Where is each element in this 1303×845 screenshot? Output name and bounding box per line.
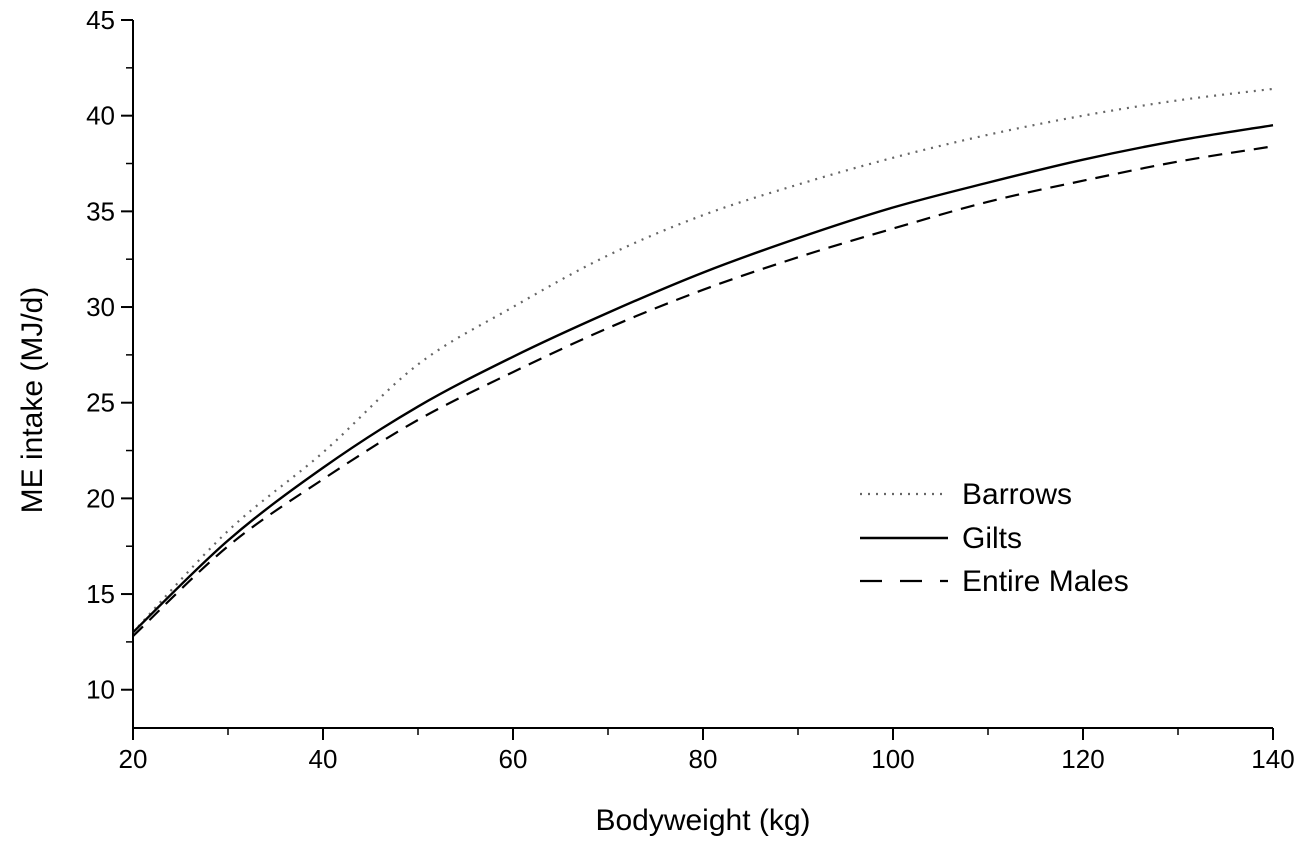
y-tick-label: 20 <box>86 483 115 513</box>
axes: 20 40 60 80 100 120 140 10 15 20 25 30 35 40 45 <box>86 5 1295 774</box>
x-tick-label: 80 <box>689 744 718 774</box>
series-line-entire-males <box>132 145 1274 637</box>
y-tick-label: 45 <box>86 5 115 35</box>
x-tick-label: 120 <box>1061 744 1104 774</box>
y-tick-label: 15 <box>86 579 115 609</box>
y-tick-label: 35 <box>86 196 115 226</box>
series-lines <box>132 87 1274 637</box>
y-tick-label: 25 <box>86 388 115 418</box>
y-tick-label: 10 <box>86 675 115 705</box>
legend: Barrows Gilts Entire Males <box>860 478 1129 598</box>
legend-label-barrows: Barrows <box>962 478 1072 511</box>
x-tick-label: 140 <box>1251 744 1294 774</box>
x-tick-label: 20 <box>119 744 148 774</box>
x-tick-label: 60 <box>499 744 528 774</box>
series-line-barrows <box>132 87 1274 634</box>
legend-label-gilts: Gilts <box>962 522 1022 555</box>
y-tick-label: 30 <box>86 292 115 322</box>
series-line-gilts <box>132 124 1274 634</box>
y-axis-title: ME intake (MJ/d) <box>16 287 49 514</box>
y-tick-label: 40 <box>86 101 115 131</box>
x-axis-title: Bodyweight (kg) <box>595 804 810 837</box>
x-tick-label: 40 <box>309 744 338 774</box>
legend-label-entire-males: Entire Males <box>962 565 1129 598</box>
x-tick-label: 100 <box>871 744 914 774</box>
